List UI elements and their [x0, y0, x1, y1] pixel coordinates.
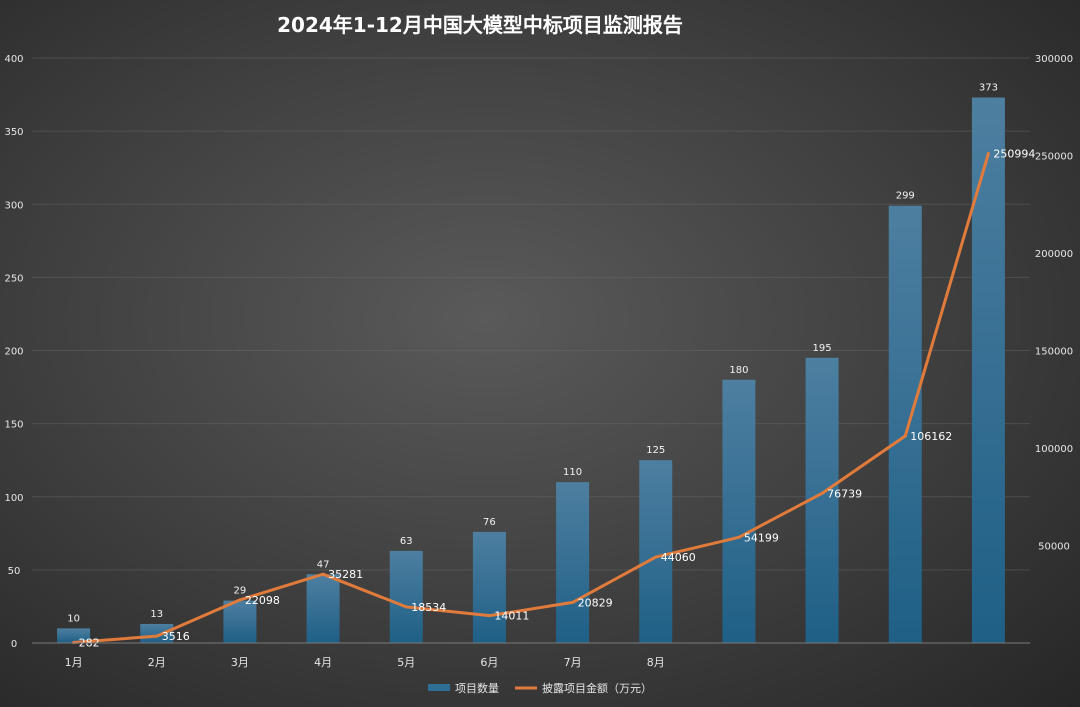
line-point — [155, 634, 159, 638]
line-value-label: 250994 — [993, 148, 1035, 161]
line-point — [820, 491, 824, 495]
y-right-tick-label: 100000 — [1035, 444, 1073, 455]
line-value-label: 76739 — [827, 487, 862, 500]
bar — [722, 379, 756, 643]
legend-label-line: 披露项目金额（万元） — [542, 681, 652, 695]
line-value-label: 106162 — [910, 430, 952, 443]
bar-value-label: 195 — [813, 343, 832, 354]
bar — [556, 482, 590, 643]
bar-value-label: 13 — [150, 609, 163, 620]
bar-value-label: 125 — [646, 445, 665, 456]
y-right-tick-label: 300000 — [1035, 54, 1073, 65]
line-point — [321, 572, 325, 576]
y-left-tick-label: 100 — [4, 493, 23, 504]
x-tick-label: 6月 — [480, 656, 498, 669]
bar — [639, 460, 673, 643]
y-left-tick-label: 200 — [4, 347, 23, 358]
bar-layer — [57, 97, 1005, 644]
line-point — [487, 614, 491, 618]
y-left-tick-label: 50 — [8, 566, 21, 577]
y-left-tick-label: 250 — [4, 273, 23, 284]
bar — [306, 574, 340, 643]
bar — [472, 531, 506, 643]
x-tick-label: 5月 — [397, 656, 415, 669]
line-value-label: 44060 — [661, 551, 696, 564]
bar — [389, 550, 423, 643]
amount-line — [73, 153, 990, 644]
bar — [888, 205, 922, 643]
bar-value-label: 76 — [483, 517, 496, 528]
bar — [57, 628, 91, 643]
bar-value-label: 299 — [896, 191, 915, 202]
legend-swatch-bar — [428, 684, 450, 691]
line-layer — [72, 152, 990, 644]
line-value-label: 3516 — [162, 630, 190, 643]
axis-layer: 0 50 100 150 200 250 300 350 400 50000 100000 15000… — [4, 54, 1073, 669]
y-left-tick-label: 0 — [11, 639, 17, 650]
x-tick-label: 8月 — [647, 656, 665, 669]
y-right-tick-label: 150000 — [1035, 347, 1073, 358]
bar-value-label: 29 — [234, 586, 247, 597]
x-tick-label: 7月 — [564, 656, 582, 669]
bar-value-label: 373 — [979, 82, 998, 93]
line-value-label: 18534 — [411, 601, 446, 614]
bar — [223, 600, 257, 643]
line-value-label: 35281 — [328, 568, 363, 581]
line-value-label: 20829 — [578, 596, 613, 609]
y-right-tick-label: 200000 — [1035, 249, 1073, 260]
chart-title: 2024年1-12月中国大模型中标项目监测报告 — [277, 13, 683, 37]
y-left-tick-label: 300 — [4, 200, 23, 211]
bar-value-label: 63 — [400, 536, 413, 547]
line-value-label: 54199 — [744, 531, 779, 544]
y-left-tick-label: 400 — [4, 54, 23, 65]
x-tick-label: 4月 — [314, 656, 332, 669]
legend: 项目数量 披露项目金额（万元） — [428, 681, 652, 695]
line-point — [571, 600, 575, 604]
line-point — [72, 640, 76, 644]
line-value-label: 14011 — [494, 610, 529, 623]
x-tick-label: 2月 — [148, 656, 166, 669]
y-right-tick-label: 50000 — [1038, 542, 1070, 553]
bar-value-label: 180 — [729, 365, 748, 376]
y-left-tick-label: 350 — [4, 127, 23, 138]
line-point — [737, 535, 741, 539]
line-value-label: 22098 — [245, 594, 280, 607]
line-point — [654, 555, 658, 559]
x-tick-label: 1月 — [65, 656, 83, 669]
y-right-tick-label: 250000 — [1035, 152, 1073, 163]
line-point — [986, 152, 990, 156]
bar — [971, 97, 1005, 644]
y-left-tick-label: 150 — [4, 420, 23, 431]
line-point — [404, 605, 408, 609]
grid-layer — [32, 57, 1030, 571]
bar-value-label: 10 — [67, 613, 80, 624]
bar-value-label: 47 — [317, 559, 330, 570]
bar-value-label: 110 — [563, 467, 582, 478]
line-point — [903, 434, 907, 438]
line-point — [238, 598, 242, 602]
x-tick-label: 3月 — [231, 656, 249, 669]
legend-label-bar: 项目数量 — [455, 682, 499, 695]
